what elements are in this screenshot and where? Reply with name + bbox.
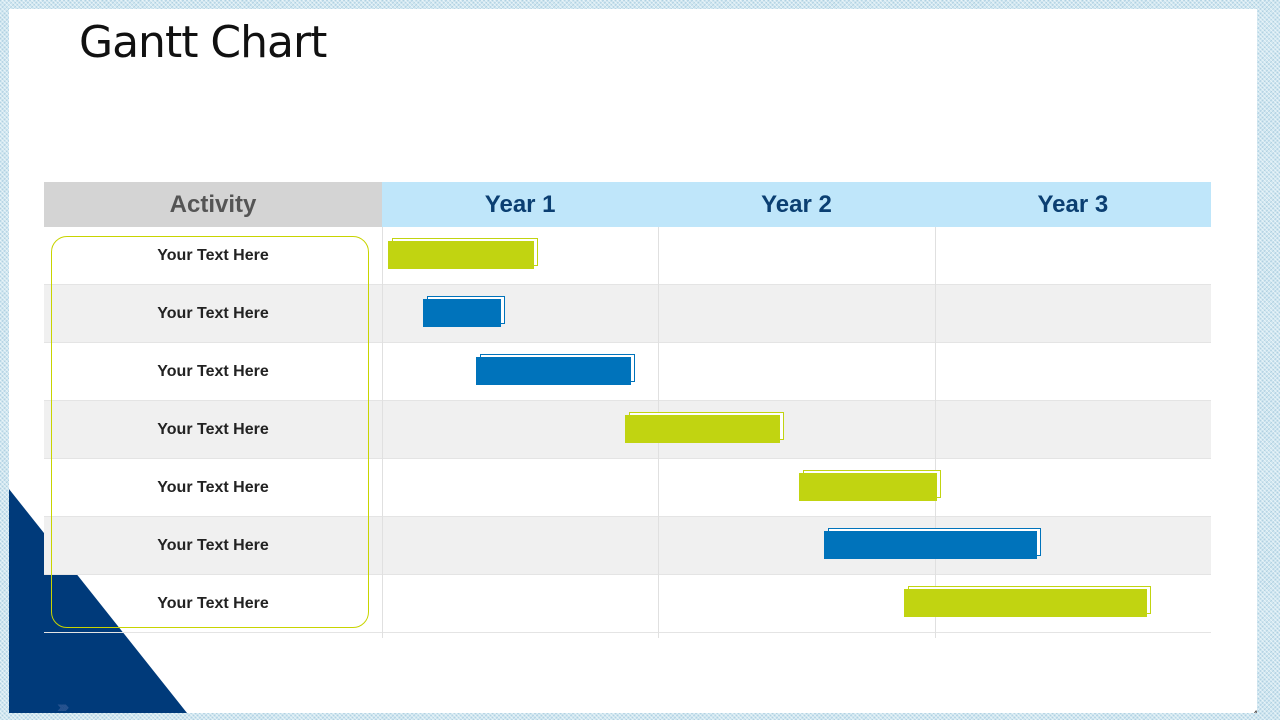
table-row: Your Text Here xyxy=(44,401,1211,459)
table-row: Your Text Here xyxy=(44,343,1211,401)
footer-arrows: ››››› xyxy=(57,697,69,713)
table-row: Your Text Here xyxy=(44,575,1211,633)
page-number: 46 xyxy=(1252,709,1257,713)
table-row: Your Text Here xyxy=(44,227,1211,285)
activity-label: Your Text Here xyxy=(157,305,269,322)
activity-label: Your Text Here xyxy=(157,595,269,612)
activity-label: Your Text Here xyxy=(157,421,269,438)
activity-label: Your Text Here xyxy=(157,247,269,264)
table-row: Your Text Here xyxy=(44,517,1211,575)
table-row: Your Text Here xyxy=(44,285,1211,343)
grid-line-2 xyxy=(658,227,660,638)
grid-line-1 xyxy=(382,227,383,638)
activity-label: Your Text Here xyxy=(157,479,269,496)
year-header-1: Year 1 xyxy=(382,182,659,227)
year-header-2: Year 2 xyxy=(658,182,935,227)
table-row: Your Text Here xyxy=(44,459,1211,517)
gantt-table: Activity Year 1 Year 2 Year 3 Your Text Her… xyxy=(44,182,1211,638)
activity-label: Your Text Here xyxy=(157,537,269,554)
activity-header: Activity xyxy=(44,182,382,227)
slide: Gantt Chart Activity Year 1 Year 2 Year 3 Y… xyxy=(9,9,1257,713)
activity-label: Your Text Here xyxy=(157,363,269,380)
year-header-3: Year 3 xyxy=(934,182,1211,227)
page-title: Gantt Chart xyxy=(79,17,327,68)
grid-line-3 xyxy=(934,227,936,638)
